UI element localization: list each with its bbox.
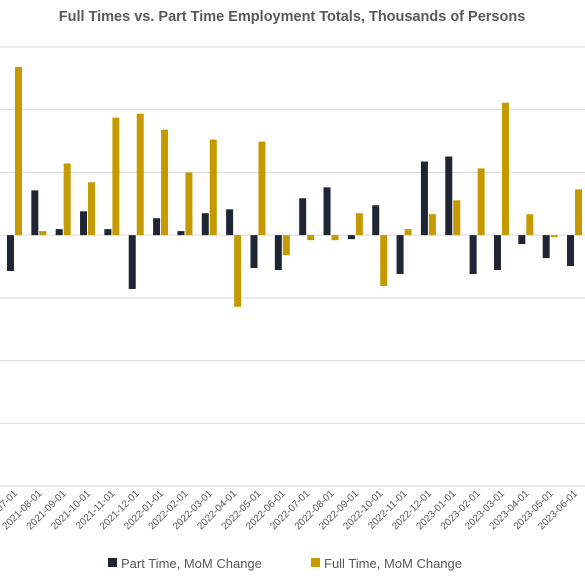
bar — [323, 187, 331, 236]
bar — [88, 182, 96, 236]
bar — [274, 235, 282, 271]
bar — [201, 213, 209, 236]
bar — [39, 231, 47, 236]
bar — [518, 235, 526, 245]
bar — [453, 200, 461, 236]
bar — [404, 229, 412, 236]
bar — [104, 229, 112, 236]
bar — [153, 218, 161, 236]
bar — [575, 189, 583, 236]
bar — [250, 235, 258, 269]
bar — [396, 235, 404, 275]
bar — [380, 235, 388, 286]
bar — [234, 235, 242, 307]
bar — [299, 198, 307, 236]
legend-label: Part Time, MoM Change — [121, 556, 262, 571]
bar — [161, 129, 169, 236]
bar — [372, 205, 380, 236]
bar — [258, 141, 266, 236]
bar — [31, 190, 39, 236]
bar — [63, 163, 71, 236]
bar — [282, 235, 290, 256]
bar — [526, 214, 534, 236]
bar — [6, 235, 14, 272]
bar — [136, 113, 144, 236]
bar — [226, 209, 234, 236]
bar — [347, 235, 355, 240]
bar — [55, 229, 63, 236]
bar — [307, 235, 315, 241]
bar — [185, 172, 193, 236]
bar — [501, 102, 509, 236]
bar — [128, 235, 136, 289]
bar — [542, 235, 550, 259]
bar — [331, 235, 339, 241]
bar — [428, 214, 436, 236]
chart-title: Full Times vs. Part Time Employment Tota… — [59, 9, 526, 25]
bar — [567, 235, 575, 266]
legend-swatch — [108, 558, 117, 567]
bar — [493, 235, 501, 271]
bar — [355, 213, 363, 236]
bar — [177, 231, 185, 236]
bar — [14, 66, 22, 236]
bar — [445, 156, 453, 236]
bar — [112, 117, 120, 236]
bar — [477, 168, 485, 236]
bar — [209, 139, 217, 236]
legend-label: Full Time, MoM Change — [324, 556, 462, 571]
bar — [80, 211, 88, 236]
legend-swatch — [311, 558, 320, 567]
bar — [420, 161, 428, 236]
bar — [550, 235, 558, 238]
bar — [469, 235, 477, 275]
